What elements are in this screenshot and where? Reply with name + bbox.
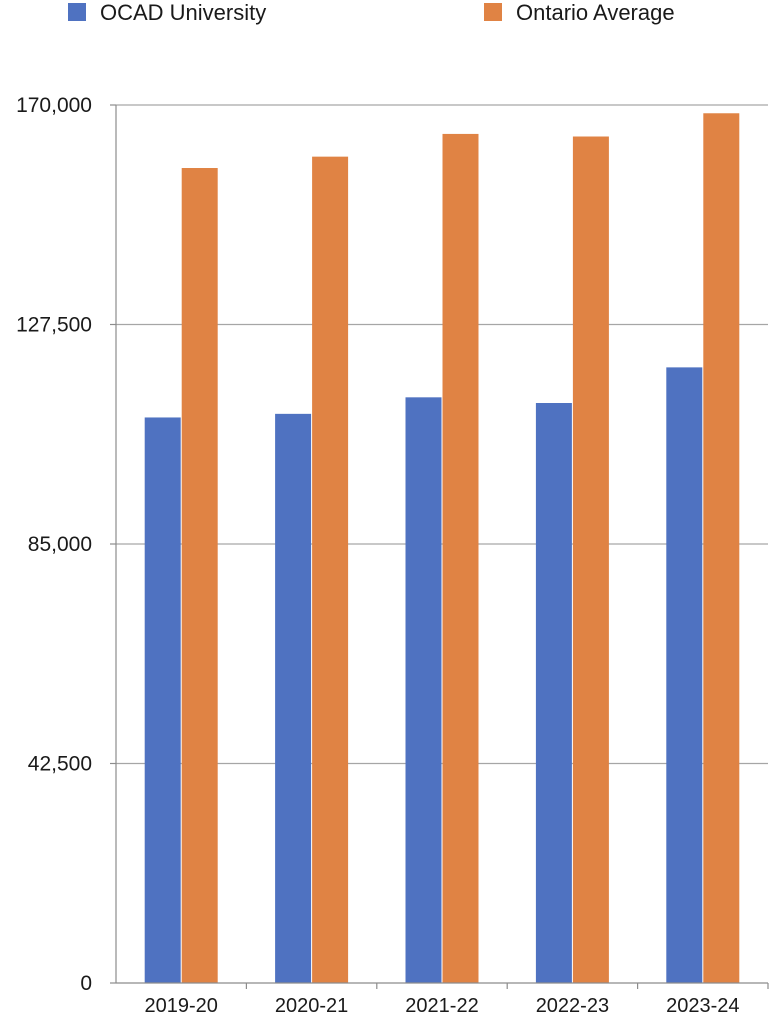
legend-swatch (484, 3, 502, 21)
legend: OCAD University Ontario Average (68, 0, 675, 25)
bar-ocad-university-2022-23 (535, 403, 572, 983)
y-tick-label: 42,500 (28, 753, 92, 776)
x-tick-label: 2020-21 (275, 995, 348, 1017)
bar-ontario-average-2021-22 (442, 133, 479, 983)
y-tick-label: 0 (80, 972, 92, 995)
legend-label: Ontario Average (516, 0, 675, 25)
x-tick-label: 2021-22 (405, 995, 478, 1017)
y-tick-label: 170,000 (16, 94, 92, 117)
gridlines (110, 104, 769, 989)
legend-label: OCAD University (100, 0, 266, 25)
x-tick-label: 2023-24 (666, 995, 739, 1017)
axes (115, 105, 768, 984)
bar-ocad-university-2023-24 (666, 367, 703, 983)
bar-ontario-average-2022-23 (572, 136, 609, 983)
bar-ocad-university-2020-21 (275, 413, 312, 983)
y-tick-labels: 0 42,500 85,000 127,500 170,000 (16, 94, 92, 995)
x-tick-label: 2022-23 (536, 995, 609, 1017)
bar-ontario-average-2020-21 (312, 156, 349, 983)
legend-swatch (68, 3, 86, 21)
bar-ontario-average-2023-24 (703, 113, 740, 983)
bar-ocad-university-2019-20 (144, 417, 181, 983)
bar-ocad-university-2021-22 (405, 397, 442, 983)
bars (144, 113, 740, 984)
y-tick-label: 85,000 (28, 533, 92, 556)
x-tick-labels: 2019-20 2020-21 2021-22 2022-23 2023-24 (144, 995, 739, 1017)
y-tick-label: 127,500 (16, 314, 92, 337)
x-tick-label: 2019-20 (144, 995, 217, 1017)
bar-ontario-average-2019-20 (181, 168, 218, 984)
